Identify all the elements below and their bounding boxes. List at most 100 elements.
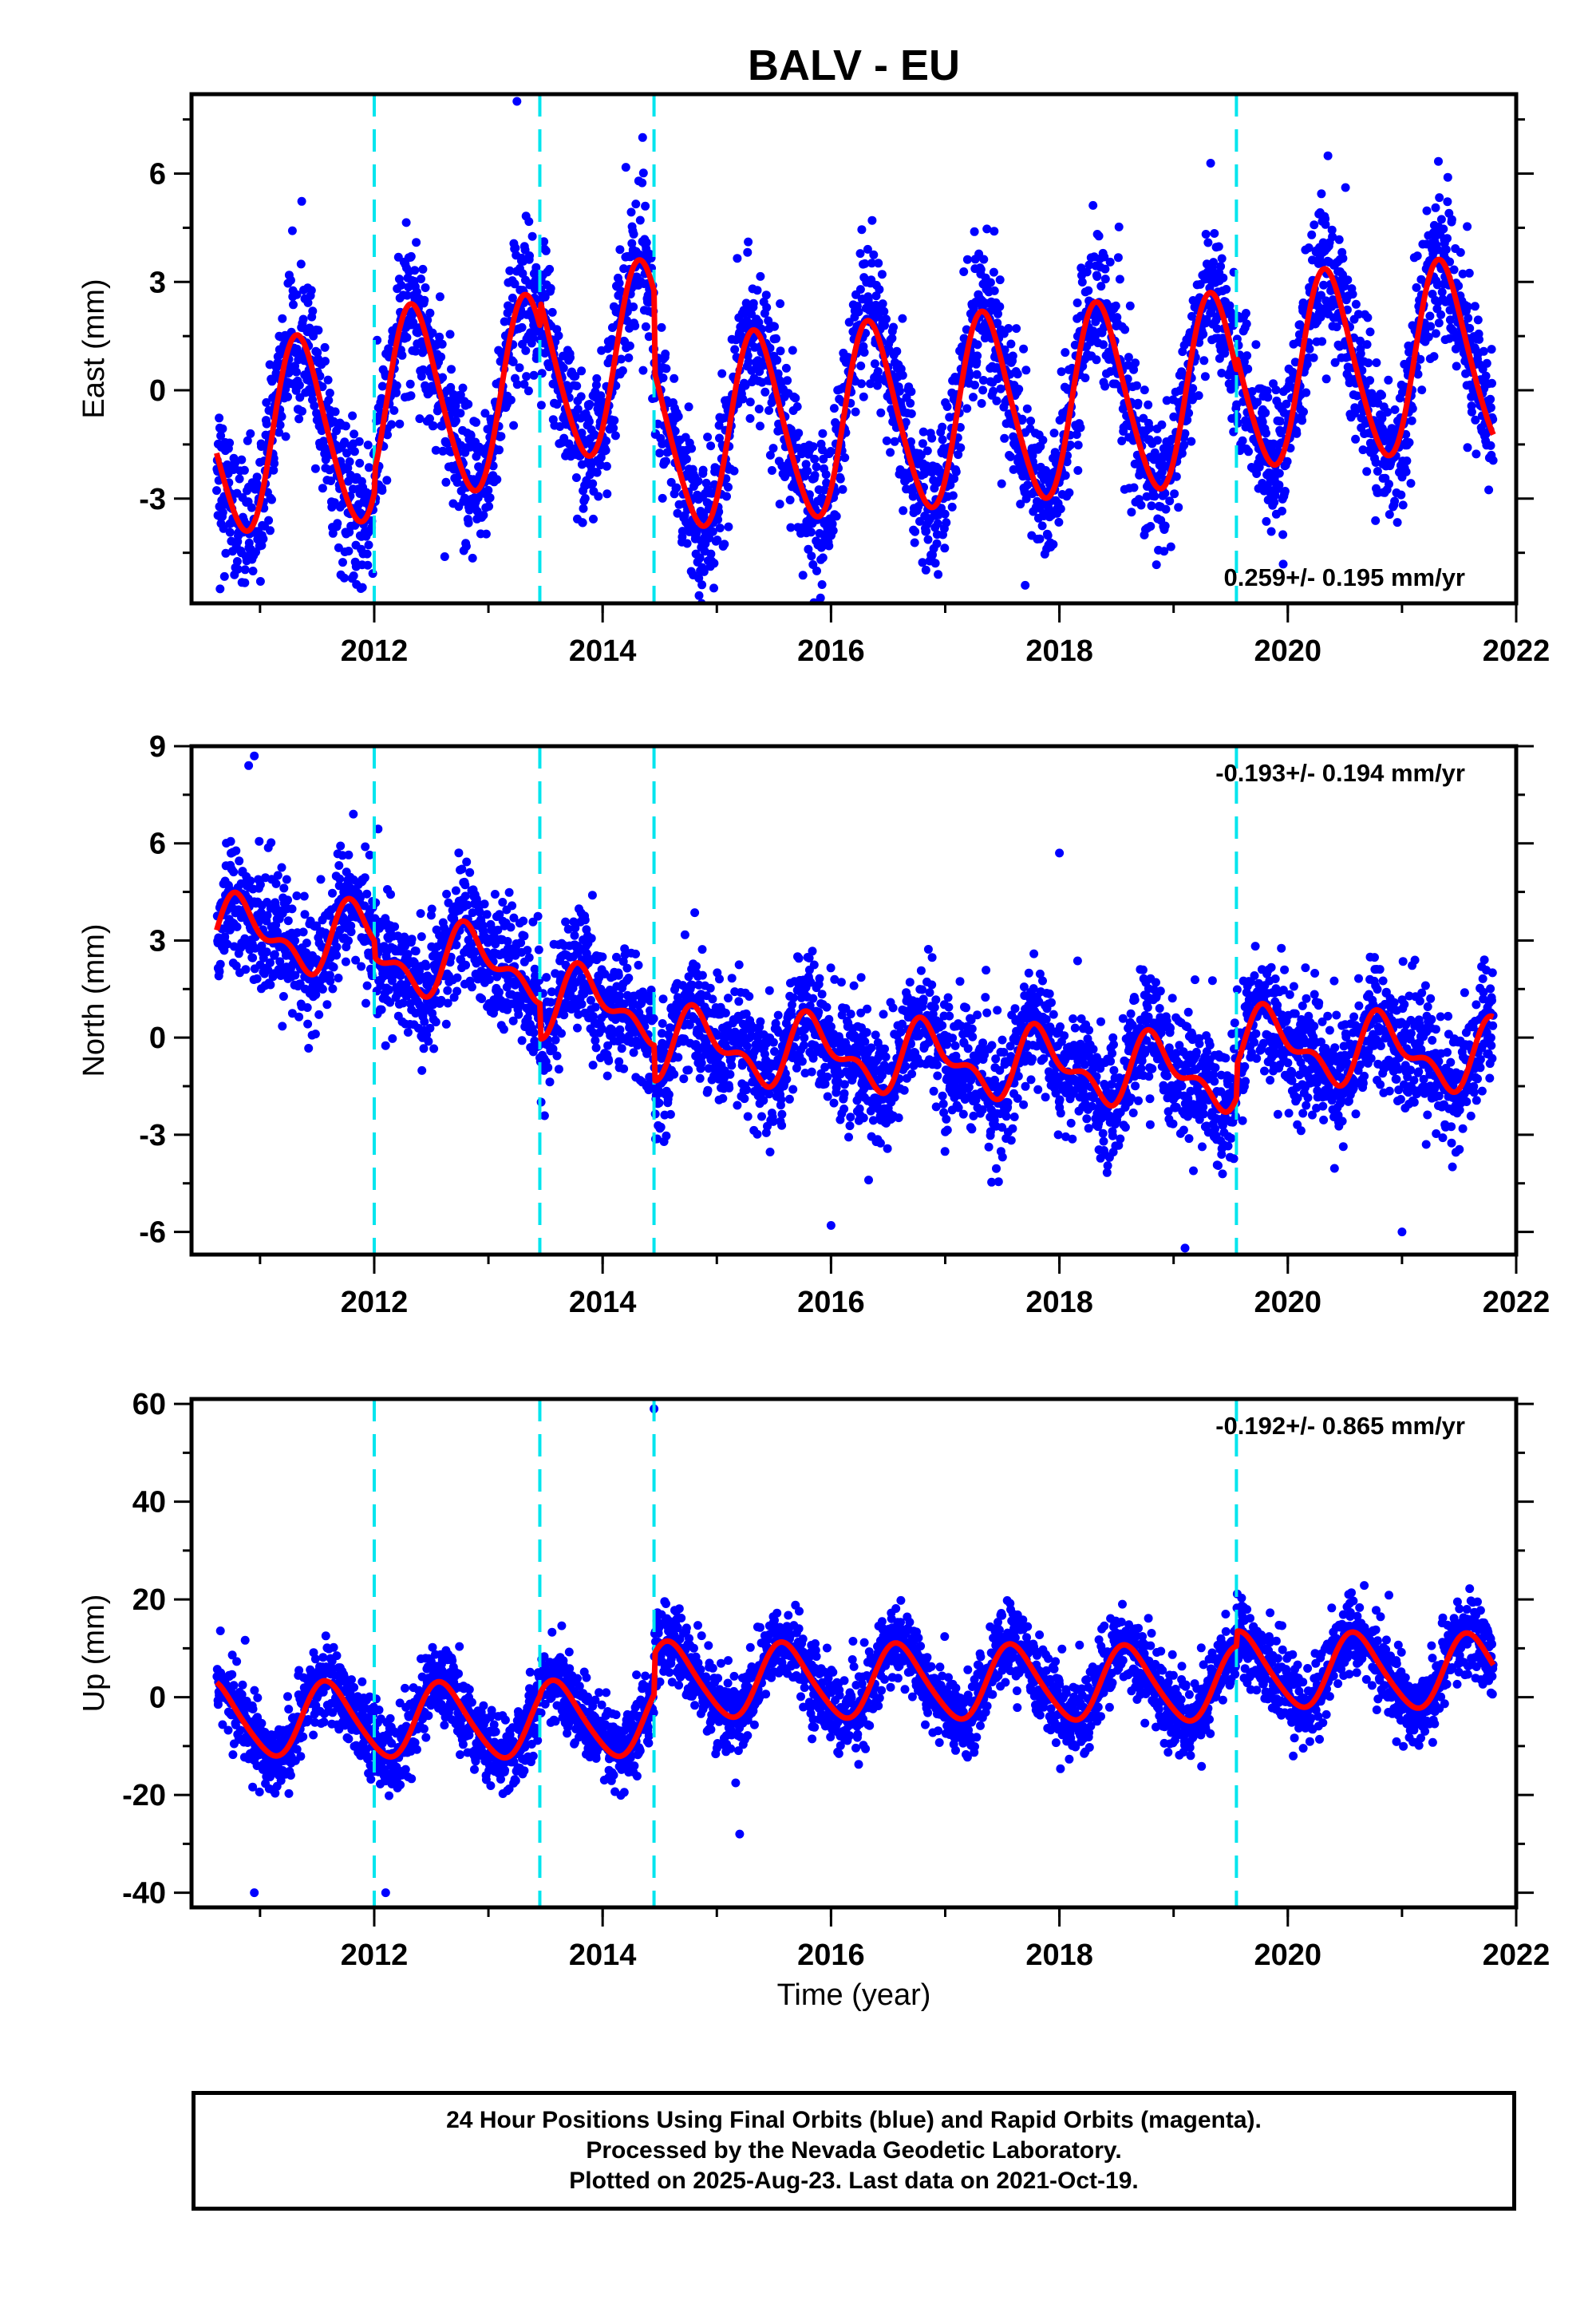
data-point (856, 362, 866, 370)
data-point (934, 570, 943, 579)
data-point (1054, 517, 1064, 527)
data-point (417, 1065, 427, 1075)
data-point (1124, 353, 1133, 362)
data-point (705, 533, 714, 543)
data-point (345, 457, 354, 466)
data-point (625, 341, 634, 350)
data-point (592, 468, 602, 477)
data-point (580, 494, 590, 503)
y-axis-label-east: East (mm) (77, 279, 111, 418)
data-point (1152, 560, 1161, 570)
data-point (662, 456, 670, 466)
x-tick-label: 2012 (341, 634, 409, 668)
data-point (1458, 269, 1468, 279)
data-point (1278, 559, 1288, 569)
data-point (573, 1023, 582, 1033)
data-point (609, 423, 618, 433)
data-point (1092, 355, 1101, 365)
data-point (465, 868, 475, 877)
data-point (519, 931, 529, 941)
data-point (591, 1043, 601, 1053)
data-point (1445, 315, 1455, 325)
data-point (523, 386, 533, 396)
data-point (511, 243, 520, 253)
data-point (1092, 272, 1102, 281)
data-point (443, 986, 452, 995)
data-point (456, 390, 465, 400)
data-point (765, 450, 775, 460)
data-point (512, 380, 522, 389)
data-point (531, 263, 541, 272)
data-point (1486, 441, 1495, 450)
data-point (911, 527, 920, 536)
data-point (1424, 332, 1433, 342)
data-point (342, 449, 352, 458)
data-point (466, 431, 476, 441)
data-point (1022, 404, 1032, 413)
data-point (741, 298, 751, 308)
data-point (231, 961, 241, 970)
data-point (1043, 531, 1053, 540)
data-point (1232, 400, 1242, 409)
data-point (435, 332, 444, 342)
data-point (350, 429, 359, 439)
data-point (310, 1030, 320, 1039)
data-point (724, 482, 733, 492)
data-point (1004, 324, 1013, 333)
data-point (266, 980, 275, 990)
data-point (1393, 518, 1402, 528)
data-point (247, 503, 256, 512)
data-point (670, 426, 680, 436)
data-point (1226, 307, 1235, 317)
data-point (630, 321, 640, 330)
data-point (1338, 254, 1348, 263)
data-point (252, 472, 262, 482)
data-point (1401, 467, 1411, 476)
data-point (713, 515, 723, 524)
data-point (682, 539, 692, 548)
data-point (477, 994, 487, 1003)
data-point (346, 927, 356, 937)
data-point (1332, 322, 1341, 332)
data-point (972, 370, 982, 379)
data-point (515, 363, 524, 373)
data-point (907, 437, 915, 446)
data-point (334, 543, 343, 552)
data-point (812, 462, 821, 472)
data-point (898, 370, 907, 380)
data-point (1396, 490, 1406, 500)
data-point (283, 895, 292, 905)
data-point (1242, 319, 1251, 329)
data-point (801, 460, 811, 469)
data-point (467, 982, 476, 992)
data-point (326, 476, 336, 485)
data-point (235, 474, 244, 484)
data-point (666, 477, 676, 487)
data-point (808, 560, 818, 569)
y-tick-label: 6 (149, 158, 166, 192)
data-point (403, 1028, 413, 1037)
data-point (424, 1037, 433, 1046)
data-point (289, 300, 298, 310)
data-point (1364, 358, 1373, 368)
data-point (243, 436, 252, 445)
data-point (979, 255, 989, 264)
data-point (1006, 452, 1015, 461)
data-point (485, 493, 495, 503)
data-point (1184, 409, 1194, 418)
x-tick-label: 2020 (1254, 634, 1322, 668)
data-point (781, 363, 791, 373)
data-point (982, 224, 992, 234)
data-point (1377, 390, 1386, 400)
data-point (452, 478, 462, 487)
data-point (1431, 203, 1440, 212)
data-point (223, 939, 232, 949)
data-point (1377, 413, 1387, 423)
data-point (435, 292, 444, 302)
data-point (1244, 447, 1253, 456)
data-point (315, 371, 325, 381)
data-point (693, 476, 703, 486)
data-point (1150, 492, 1159, 501)
data-point (298, 314, 308, 324)
data-point (1202, 314, 1211, 324)
